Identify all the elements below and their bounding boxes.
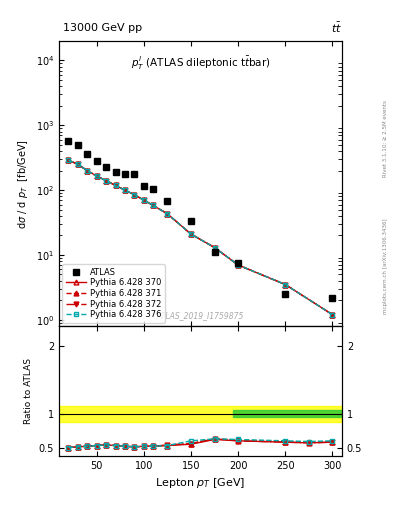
ATLAS (75, 142, 80, 148)
ATLAS (141, 183, 146, 189)
Pythia 6.428 370 (75, 161, 80, 167)
Pythia 6.428 376 (85, 167, 90, 174)
Pythia 6.428 370 (236, 262, 241, 268)
Pythia 6.428 372 (236, 262, 241, 268)
Pythia 6.428 370 (151, 202, 156, 208)
Pythia 6.428 371 (75, 161, 80, 167)
Pythia 6.428 376 (132, 191, 137, 198)
Pythia 6.428 371 (66, 157, 71, 163)
Bar (59, 406, 342, 422)
Pythia 6.428 371 (189, 231, 193, 237)
ATLAS (236, 260, 241, 266)
Pythia 6.428 371 (104, 178, 108, 184)
Pythia 6.428 371 (212, 245, 217, 251)
ATLAS (189, 218, 193, 224)
Text: ATLAS_2019_I1759875: ATLAS_2019_I1759875 (157, 311, 244, 321)
Y-axis label: Ratio to ATLAS: Ratio to ATLAS (24, 358, 33, 424)
Pythia 6.428 376 (151, 202, 156, 208)
Pythia 6.428 370 (189, 231, 193, 237)
ATLAS (283, 291, 288, 297)
Pythia 6.428 371 (132, 191, 137, 198)
Pythia 6.428 371 (113, 182, 118, 188)
Pythia 6.428 372 (85, 167, 90, 174)
Pythia 6.428 371 (85, 167, 90, 174)
Text: mcplots.cern.ch [arXiv:1306.3436]: mcplots.cern.ch [arXiv:1306.3436] (383, 219, 387, 314)
Line: Pythia 6.428 370: Pythia 6.428 370 (66, 158, 335, 317)
Pythia 6.428 372 (75, 161, 80, 167)
Line: Pythia 6.428 372: Pythia 6.428 372 (66, 158, 335, 317)
Legend: ATLAS, Pythia 6.428 370, Pythia 6.428 371, Pythia 6.428 372, Pythia 6.428 376: ATLAS, Pythia 6.428 370, Pythia 6.428 37… (62, 264, 165, 323)
Pythia 6.428 376 (236, 262, 241, 268)
Pythia 6.428 372 (165, 211, 170, 217)
Pythia 6.428 372 (132, 191, 137, 198)
Pythia 6.428 376 (113, 182, 118, 188)
Pythia 6.428 372 (104, 178, 108, 184)
ATLAS (113, 169, 118, 175)
Pythia 6.428 370 (212, 245, 217, 251)
Pythia 6.428 372 (151, 202, 156, 208)
ATLAS (212, 249, 217, 255)
Pythia 6.428 372 (94, 173, 99, 179)
Pythia 6.428 370 (141, 197, 146, 203)
Pythia 6.428 370 (132, 191, 137, 198)
Pythia 6.428 376 (141, 197, 146, 203)
Text: $p_T^l$ (ATLAS dileptonic t$\bar{t}$bar): $p_T^l$ (ATLAS dileptonic t$\bar{t}$bar) (130, 55, 270, 72)
Pythia 6.428 370 (330, 312, 335, 318)
Pythia 6.428 372 (330, 312, 335, 318)
Pythia 6.428 371 (94, 173, 99, 179)
Pythia 6.428 371 (283, 282, 288, 288)
Line: Pythia 6.428 371: Pythia 6.428 371 (66, 158, 335, 317)
Pythia 6.428 372 (141, 197, 146, 203)
Pythia 6.428 370 (283, 282, 288, 288)
Pythia 6.428 376 (165, 211, 170, 217)
ATLAS (66, 138, 71, 144)
Pythia 6.428 376 (330, 312, 335, 318)
Pythia 6.428 371 (330, 312, 335, 318)
Pythia 6.428 370 (123, 187, 127, 193)
Pythia 6.428 372 (113, 182, 118, 188)
ATLAS (85, 151, 90, 157)
Pythia 6.428 370 (66, 157, 71, 163)
ATLAS (123, 170, 127, 177)
Bar (233, 410, 342, 417)
ATLAS (151, 186, 156, 192)
Pythia 6.428 371 (123, 187, 127, 193)
Pythia 6.428 370 (85, 167, 90, 174)
Pythia 6.428 372 (212, 245, 217, 251)
Pythia 6.428 376 (212, 245, 217, 251)
ATLAS (104, 164, 108, 170)
Pythia 6.428 372 (283, 282, 288, 288)
X-axis label: Lepton $p_T$ [GeV]: Lepton $p_T$ [GeV] (155, 476, 246, 490)
Pythia 6.428 370 (113, 182, 118, 188)
Pythia 6.428 376 (283, 282, 288, 288)
Pythia 6.428 376 (189, 231, 193, 237)
Pythia 6.428 376 (104, 178, 108, 184)
Pythia 6.428 371 (236, 262, 241, 268)
Line: Pythia 6.428 376: Pythia 6.428 376 (66, 158, 334, 317)
Pythia 6.428 371 (151, 202, 156, 208)
ATLAS (94, 158, 99, 164)
ATLAS (165, 198, 170, 204)
Pythia 6.428 371 (141, 197, 146, 203)
Pythia 6.428 376 (94, 173, 99, 179)
Pythia 6.428 370 (94, 173, 99, 179)
Pythia 6.428 371 (165, 211, 170, 217)
Pythia 6.428 376 (75, 161, 80, 167)
Y-axis label: d$\sigma$ / d $p_T$  [fb/GeV]: d$\sigma$ / d $p_T$ [fb/GeV] (16, 139, 30, 228)
Pythia 6.428 370 (165, 211, 170, 217)
ATLAS (330, 294, 335, 301)
Text: $t\bar{t}$: $t\bar{t}$ (331, 21, 342, 35)
ATLAS (132, 172, 137, 178)
Pythia 6.428 376 (66, 157, 71, 163)
Line: ATLAS: ATLAS (65, 138, 336, 301)
Pythia 6.428 376 (123, 187, 127, 193)
Text: 13000 GeV pp: 13000 GeV pp (63, 23, 142, 33)
Pythia 6.428 372 (66, 157, 71, 163)
Pythia 6.428 372 (123, 187, 127, 193)
Pythia 6.428 370 (104, 178, 108, 184)
Text: Rivet 3.1.10; ≥ 2.5M events: Rivet 3.1.10; ≥ 2.5M events (383, 100, 387, 177)
Pythia 6.428 372 (189, 231, 193, 237)
